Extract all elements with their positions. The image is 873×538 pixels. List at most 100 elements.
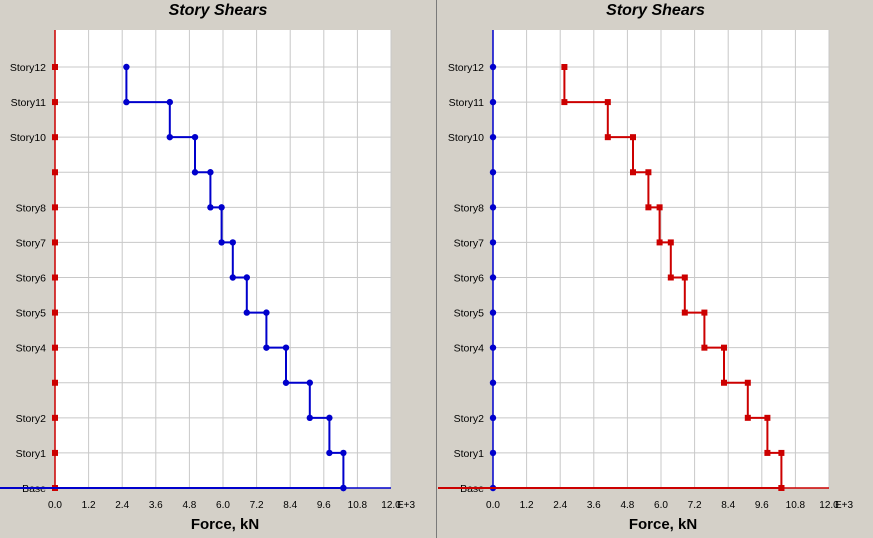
data-point bbox=[489, 63, 497, 71]
data-point bbox=[489, 449, 497, 457]
data-point bbox=[489, 274, 497, 281]
data-point bbox=[218, 204, 225, 211]
data-point bbox=[191, 169, 199, 176]
data-point bbox=[489, 98, 497, 106]
x-tick-label: 10.8 bbox=[786, 500, 806, 511]
data-point bbox=[326, 449, 333, 457]
data-point bbox=[166, 98, 173, 106]
data-point bbox=[764, 414, 771, 421]
data-point bbox=[52, 449, 58, 456]
story-shears-chart-right: 0.0 1.2 2.4 3.6 4.8 6.0 7.2 8.4 9.6 10.8 12.0E+3 Fo… bbox=[438, 30, 854, 533]
x-tick-label: 6.0 bbox=[654, 500, 668, 511]
data-point bbox=[123, 63, 130, 71]
story-label: Story7 bbox=[16, 237, 47, 249]
data-point bbox=[645, 204, 652, 211]
data-point bbox=[489, 133, 497, 141]
data-point bbox=[604, 99, 611, 106]
x-axis-label: Force, kN bbox=[629, 516, 697, 533]
data-point bbox=[263, 309, 270, 316]
data-point bbox=[744, 414, 751, 421]
x-axis-label: Force, kN bbox=[191, 516, 259, 533]
data-point bbox=[489, 414, 497, 422]
chart-title: Story Shears bbox=[168, 2, 268, 19]
x-tick-label: 0.0 bbox=[486, 500, 500, 511]
data-point bbox=[489, 379, 497, 386]
x-tick-label: 9.6 bbox=[755, 500, 769, 511]
data-point bbox=[326, 414, 333, 422]
data-point bbox=[207, 204, 214, 211]
shear-series bbox=[0, 63, 347, 492]
data-point bbox=[243, 309, 250, 316]
data-point bbox=[282, 344, 290, 351]
data-point bbox=[701, 309, 708, 316]
x-tick-label: 3.6 bbox=[587, 500, 601, 511]
data-point bbox=[207, 169, 214, 176]
data-point bbox=[218, 239, 225, 246]
data-point bbox=[306, 414, 313, 422]
story-label: Story8 bbox=[16, 202, 47, 214]
data-point bbox=[604, 134, 611, 141]
data-point bbox=[721, 379, 727, 386]
x-tick-label: 1.2 bbox=[520, 500, 534, 511]
data-point bbox=[744, 379, 751, 386]
story-label: Story10 bbox=[448, 132, 484, 144]
chart-title: Story Shears bbox=[606, 2, 705, 19]
x-tick-labels: 0.0 1.2 2.4 3.6 4.8 6.0 7.2 8.4 9.6 10.8 12.0 bbox=[486, 500, 839, 511]
x-unit-suffix: E+3 bbox=[397, 500, 416, 511]
story-label: Story4 bbox=[454, 343, 485, 355]
x-tick-label: 4.8 bbox=[182, 500, 196, 511]
data-point bbox=[489, 309, 497, 316]
panel-divider bbox=[436, 0, 437, 538]
data-point bbox=[52, 379, 58, 386]
data-point bbox=[656, 204, 663, 211]
story-label: Story2 bbox=[16, 413, 47, 425]
data-point bbox=[721, 344, 727, 351]
data-point bbox=[489, 169, 497, 176]
story-labels: BaseStory1Story2Story4Story5Story6Story7… bbox=[448, 62, 484, 495]
data-point bbox=[191, 133, 199, 141]
data-point bbox=[701, 344, 708, 351]
data-point bbox=[52, 169, 58, 176]
story-labels: BaseStory1Story2Story4Story5Story6Story7… bbox=[10, 62, 46, 495]
story-label: Story1 bbox=[16, 448, 47, 460]
story-label: Story11 bbox=[11, 97, 47, 109]
story-label: Story6 bbox=[454, 273, 485, 285]
data-point bbox=[263, 344, 270, 351]
left-chart-panel: Story Shears 0.0 1.2 2.4 3.6 4.8 6.0 7.2 8.4 9.6… bbox=[0, 0, 436, 538]
data-point bbox=[52, 204, 58, 211]
data-point bbox=[489, 239, 497, 246]
data-point bbox=[489, 344, 497, 351]
data-point bbox=[340, 449, 347, 457]
x-tick-label: 0.0 bbox=[48, 500, 62, 511]
data-point bbox=[52, 309, 58, 316]
data-point bbox=[52, 64, 58, 70]
data-point bbox=[52, 274, 58, 281]
x-tick-label: 12.0 bbox=[819, 500, 839, 511]
data-point bbox=[229, 274, 236, 281]
data-point bbox=[681, 274, 688, 281]
story-label: Story12 bbox=[448, 62, 484, 74]
shear-series bbox=[438, 64, 785, 491]
data-point bbox=[243, 274, 250, 281]
data-point bbox=[778, 449, 785, 456]
x-tick-label: 7.2 bbox=[688, 500, 702, 511]
data-point bbox=[561, 64, 568, 70]
data-point bbox=[764, 449, 771, 456]
x-tick-label: 6.0 bbox=[216, 500, 230, 511]
data-point bbox=[123, 98, 130, 106]
axis-series bbox=[52, 30, 58, 491]
x-tick-label: 10.8 bbox=[348, 500, 368, 511]
x-tick-label: 8.4 bbox=[721, 500, 735, 511]
x-tick-label: 4.8 bbox=[620, 500, 634, 511]
right-chart-panel: Story Shears 0.0 1.2 2.4 3.6 4.8 6.0 7.2 8.4 9.6… bbox=[438, 0, 873, 538]
data-point bbox=[561, 99, 568, 106]
story-label: Story4 bbox=[16, 343, 47, 355]
data-point bbox=[681, 309, 688, 316]
x-tick-label: 8.4 bbox=[283, 500, 297, 511]
story-label: Story5 bbox=[16, 308, 47, 320]
x-tick-label: 7.2 bbox=[250, 500, 264, 511]
x-tick-label: 9.6 bbox=[317, 500, 331, 511]
story-label: Story12 bbox=[10, 62, 46, 74]
data-point bbox=[656, 239, 663, 246]
data-point bbox=[340, 484, 347, 492]
